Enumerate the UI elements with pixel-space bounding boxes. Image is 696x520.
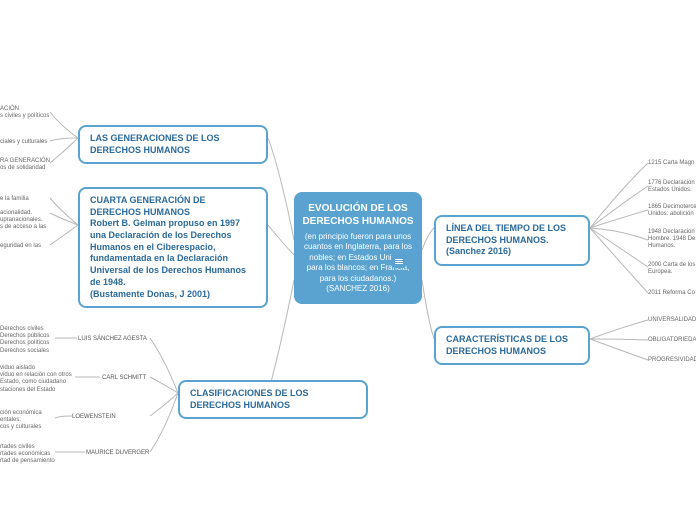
carac-label: CARACTERÍSTICAS DE LOS DERECHOS HUMANOS	[446, 334, 568, 356]
author-1: LUIS SÁNCHEZ AGESTA	[78, 336, 147, 342]
timeline-3: 1865 Decimotercera Unidos: abolición	[648, 204, 696, 218]
carac-3: PROGRESIVIDAD	[648, 357, 696, 364]
node-linea[interactable]: LÍNEA DEL TIEMPO DE LOS DERECHOS HUMANOS…	[434, 215, 590, 266]
timeline-4: 1948 Declaración Hombre. 1948 De Humanos…	[648, 229, 695, 251]
auth4-items: rtades civiles rtades económicas rtad de…	[0, 444, 55, 466]
carac-2: OBLIGATORIEDAD	[648, 337, 696, 344]
center-title: EVOLUCIÓN DE LOS DERECHOS HUMANOS	[302, 202, 414, 228]
cuarta-title: CUARTA GENERACIÓN DE DERECHOS HUMANOS	[90, 195, 256, 218]
node-generaciones[interactable]: LAS GENERACIONES DE LOS DERECHOS HUMANOS	[78, 125, 268, 164]
author-4: MAURICE DUVERGER	[86, 450, 149, 456]
generaciones-label: LAS GENERACIONES DE LOS DERECHOS HUMANOS	[90, 133, 220, 155]
cuarta-cite: (Bustamente Donas, J 2001)	[90, 289, 256, 301]
node-clasif[interactable]: CLASIFICACIONES DE LOS DERECHOS HUMANOS	[178, 380, 368, 419]
timeline-1: 1215 Carta Magn	[648, 160, 694, 167]
tiny-seg: eguridad en las	[0, 243, 41, 250]
menu-icon[interactable]	[392, 254, 406, 268]
tiny-fam: e la familia	[0, 196, 29, 203]
author-2: CARL SCHMITT	[102, 375, 146, 381]
linea-label: LÍNEA DEL TIEMPO DE LOS DERECHOS HUMANOS…	[446, 223, 566, 256]
timeline-6: 2011 Reforma Co	[648, 290, 695, 297]
cuarta-body: Robert B. Gelman propuso en 1997 una Dec…	[90, 218, 256, 288]
node-cuarta[interactable]: CUARTA GENERACIÓN DE DERECHOS HUMANOS Ro…	[78, 187, 268, 308]
carac-1: UNIVERSALIDAD	[648, 317, 696, 324]
tiny-gen1: ACIÓN s civiles y políticos	[0, 106, 49, 120]
auth3-items: ción económica entales: cos y culturales	[0, 410, 42, 432]
tiny-gen2: ciales y culturales	[0, 139, 47, 146]
clasif-label: CLASIFICACIONES DE LOS DERECHOS HUMANOS	[190, 388, 309, 410]
timeline-2: 1776 Declaración Estados Unidos.	[648, 180, 695, 194]
tiny-gen3: RA GENERACIÓN os de solidaridad	[0, 158, 50, 172]
auth2-items: viduo aislado viduo en relación con otro…	[0, 365, 72, 394]
timeline-5: 2000 Carta de los Europea.	[648, 262, 695, 276]
auth1-items: Derechos civiles Derechos públicos Derec…	[0, 326, 49, 355]
author-3: LOEWENSTEIN	[72, 414, 116, 420]
tiny-nac: acionalidad. upranacionales. s de acceso…	[0, 210, 46, 232]
node-carac[interactable]: CARACTERÍSTICAS DE LOS DERECHOS HUMANOS	[434, 326, 590, 365]
center-node[interactable]: EVOLUCIÓN DE LOS DERECHOS HUMANOS (en pr…	[294, 192, 422, 304]
